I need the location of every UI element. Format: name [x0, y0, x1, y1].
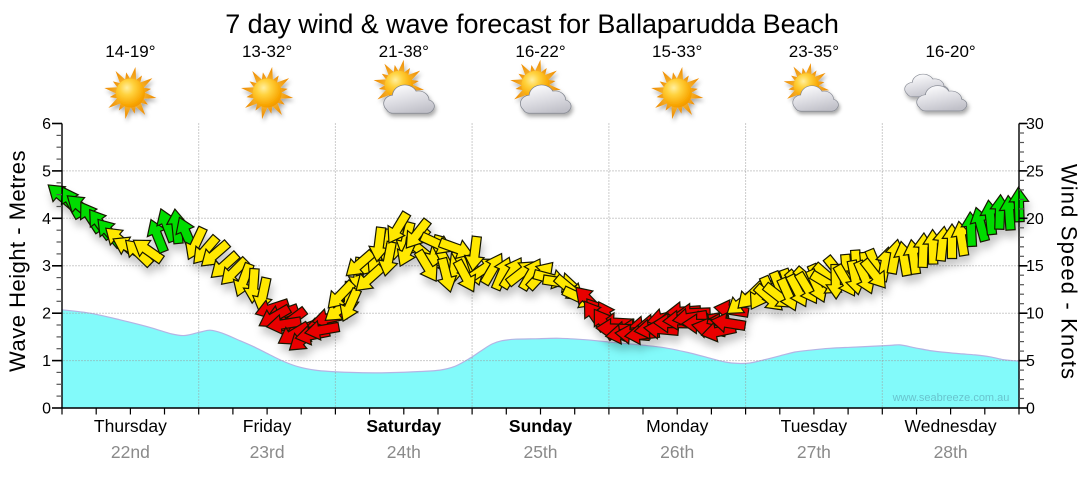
svg-text:Friday: Friday — [243, 416, 292, 436]
svg-text:23-35°: 23-35° — [789, 42, 839, 61]
svg-text:www.seabreeze.com.au: www.seabreeze.com.au — [892, 392, 1010, 404]
svg-text:20: 20 — [1026, 211, 1044, 228]
svg-text:16-22°: 16-22° — [515, 42, 565, 61]
svg-text:10: 10 — [1026, 306, 1044, 323]
svg-text:Sunday: Sunday — [509, 416, 572, 436]
svg-text:25: 25 — [1026, 163, 1044, 180]
svg-text:14-19°: 14-19° — [105, 42, 155, 61]
svg-text:15: 15 — [1026, 258, 1044, 275]
svg-text:Wave Height - Metres: Wave Height - Metres — [5, 150, 30, 372]
svg-text:5: 5 — [1026, 353, 1035, 370]
svg-text:Tuesday: Tuesday — [781, 416, 848, 436]
svg-text:2: 2 — [42, 306, 51, 323]
svg-text:22nd: 22nd — [111, 442, 150, 462]
svg-text:21-38°: 21-38° — [379, 42, 429, 61]
svg-text:27th: 27th — [797, 442, 831, 462]
svg-text:30: 30 — [1026, 116, 1044, 133]
svg-text:15-33°: 15-33° — [652, 42, 702, 61]
svg-text:23rd: 23rd — [250, 442, 285, 462]
svg-text:13-32°: 13-32° — [242, 42, 292, 61]
svg-text:26th: 26th — [660, 442, 694, 462]
svg-text:25th: 25th — [523, 442, 557, 462]
svg-text:4: 4 — [42, 211, 51, 228]
svg-text:5: 5 — [42, 163, 51, 180]
svg-text:16-20°: 16-20° — [925, 42, 975, 61]
svg-text:1: 1 — [42, 353, 51, 370]
svg-text:3: 3 — [42, 258, 51, 275]
svg-text:Monday: Monday — [646, 416, 709, 436]
svg-text:7 day wind & wave forecast for: 7 day wind & wave forecast for Ballaparu… — [225, 9, 838, 39]
svg-text:0: 0 — [1026, 401, 1035, 418]
svg-text:24th: 24th — [387, 442, 421, 462]
svg-text:0: 0 — [42, 401, 51, 418]
svg-text:Wind Speed - Knots: Wind Speed - Knots — [1057, 164, 1080, 380]
svg-text:28th: 28th — [934, 442, 968, 462]
svg-text:Wednesday: Wednesday — [905, 416, 997, 436]
svg-text:6: 6 — [42, 116, 51, 133]
svg-text:Saturday: Saturday — [366, 416, 441, 436]
svg-text:Thursday: Thursday — [94, 416, 167, 436]
